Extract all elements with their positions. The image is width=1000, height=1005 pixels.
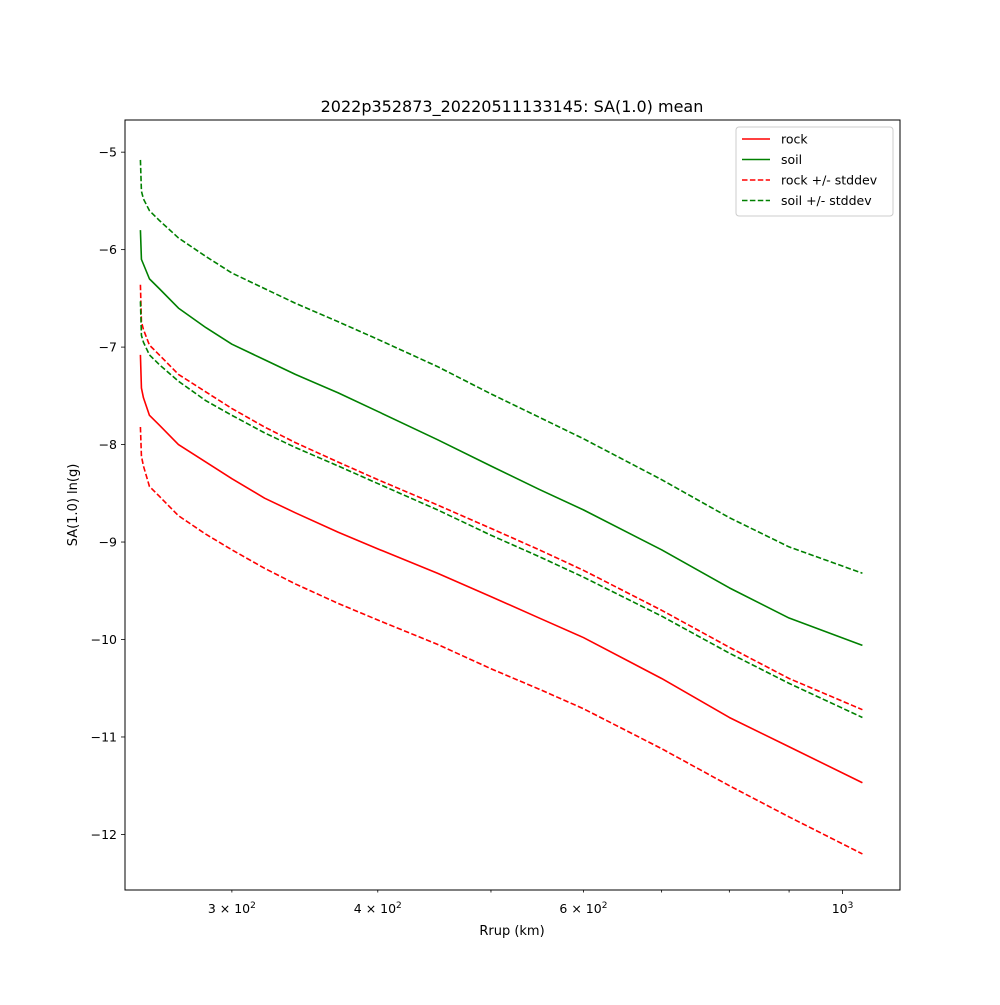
legend-label-0: rock <box>781 132 808 147</box>
legend: rock soil rock +/- stddev soil +/- stddev <box>735 126 894 217</box>
series-line-5 <box>139 159 863 574</box>
y-tick-label-4: −9 <box>99 535 117 550</box>
y-tick-label-2: −7 <box>99 340 117 355</box>
series-line-0 <box>139 354 863 784</box>
y-tick-label-5: −10 <box>91 632 117 647</box>
series-layer <box>139 159 863 855</box>
legend-label-1: soil <box>781 152 802 167</box>
legend-label-2: rock +/- stddev <box>781 173 878 188</box>
y-tick-label-6: −11 <box>91 729 117 744</box>
y-tick-label-0: −5 <box>99 145 117 160</box>
y-tick-label-7: −12 <box>91 827 117 842</box>
series-line-4 <box>139 301 863 719</box>
x-axis-label: Rrup (km) <box>479 924 544 939</box>
series-line-2 <box>139 284 863 711</box>
y-tick-label-1: −6 <box>99 242 117 257</box>
chart-title: 2022p352873_20220511133145: SA(1.0) mean <box>321 97 704 117</box>
x-tick-label-3: 103 <box>832 901 854 916</box>
legend-label-3: soil +/- stddev <box>781 193 872 208</box>
plot-frame <box>124 119 901 891</box>
series-line-3 <box>139 427 863 855</box>
x-axis-ticks: 3 × 102 4 × 102 6 × 102 103 <box>208 890 853 916</box>
series-line-1 <box>139 230 863 647</box>
legend-frame <box>735 126 894 217</box>
y-axis-label: SA(1.0) ln(g) <box>66 464 81 547</box>
x-tick-label-2: 6 × 102 <box>559 901 607 916</box>
y-axis-ticks: −5 −6 −7 −8 −9 −10 −11 −12 <box>91 145 125 842</box>
x-tick-label-1: 4 × 102 <box>354 901 402 916</box>
x-tick-label-0: 3 × 102 <box>208 901 256 916</box>
y-tick-label-3: −8 <box>99 437 117 452</box>
